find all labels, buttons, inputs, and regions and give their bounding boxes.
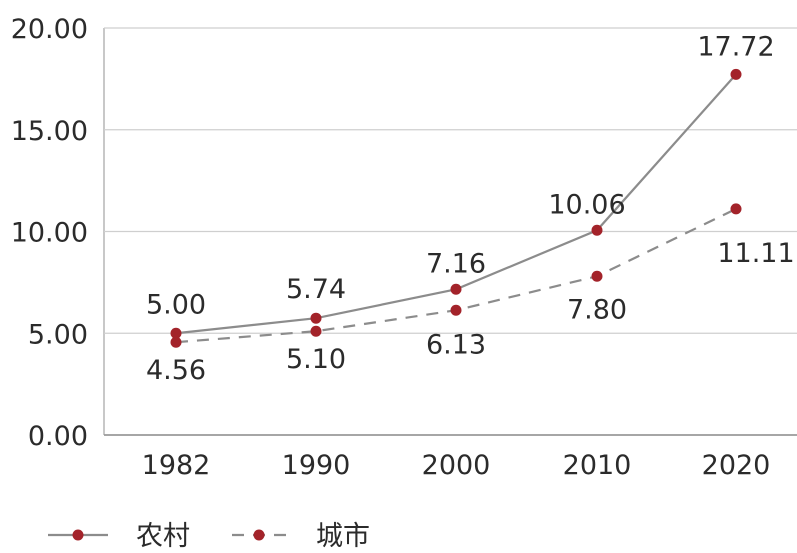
data-point-urban	[170, 336, 182, 348]
legend-label-urban: 城市	[316, 521, 370, 552]
data-point-urban	[310, 325, 322, 337]
legend-swatch-marker-urban	[253, 529, 265, 541]
data-point-rural	[591, 224, 603, 236]
data-label-urban: 5.10	[286, 344, 346, 375]
data-label-urban: 6.13	[426, 329, 486, 360]
data-labels: 5.00 5.74 7.16 10.06 17.72 4.56 5.10 6.13 7.80 11…	[146, 31, 795, 386]
legend: 农村 城市	[48, 521, 370, 552]
data-point-urban	[591, 270, 603, 282]
data-point-rural	[310, 312, 322, 324]
y-axis-tick-labels: 0.00 5.00 10.00 15.00 20.00	[11, 14, 88, 452]
data-point-rural	[450, 283, 462, 295]
y-tick-label: 15.00	[11, 116, 88, 147]
data-label-urban: 11.11	[717, 238, 794, 269]
x-tick-label: 1982	[142, 450, 211, 481]
x-tick-label: 1990	[282, 450, 351, 481]
y-tick-label: 10.00	[11, 218, 88, 249]
data-point-rural	[170, 327, 182, 339]
data-point-urban	[450, 304, 462, 316]
x-tick-label: 2010	[563, 450, 632, 481]
data-label-rural: 17.72	[697, 31, 774, 62]
legend-label-rural: 农村	[136, 521, 190, 552]
data-label-urban: 4.56	[146, 355, 206, 386]
data-label-urban: 7.80	[567, 294, 627, 325]
data-point-rural	[730, 68, 742, 80]
grid-lines	[103, 27, 797, 436]
x-tick-label: 2020	[702, 450, 771, 481]
y-tick-label: 20.00	[11, 14, 88, 45]
data-label-rural: 5.00	[146, 289, 206, 320]
data-label-rural: 5.74	[286, 274, 346, 305]
series-lines	[170, 68, 742, 348]
legend-swatch-marker-rural	[72, 529, 84, 541]
data-point-urban	[730, 203, 742, 215]
y-tick-label: 0.00	[28, 421, 88, 452]
x-tick-label: 2000	[422, 450, 491, 481]
x-axis-tick-labels: 1982 1990 2000 2010 2020	[142, 450, 771, 481]
data-label-rural: 10.06	[548, 189, 625, 220]
data-label-rural: 7.16	[426, 248, 486, 279]
y-tick-label: 5.00	[28, 319, 88, 350]
